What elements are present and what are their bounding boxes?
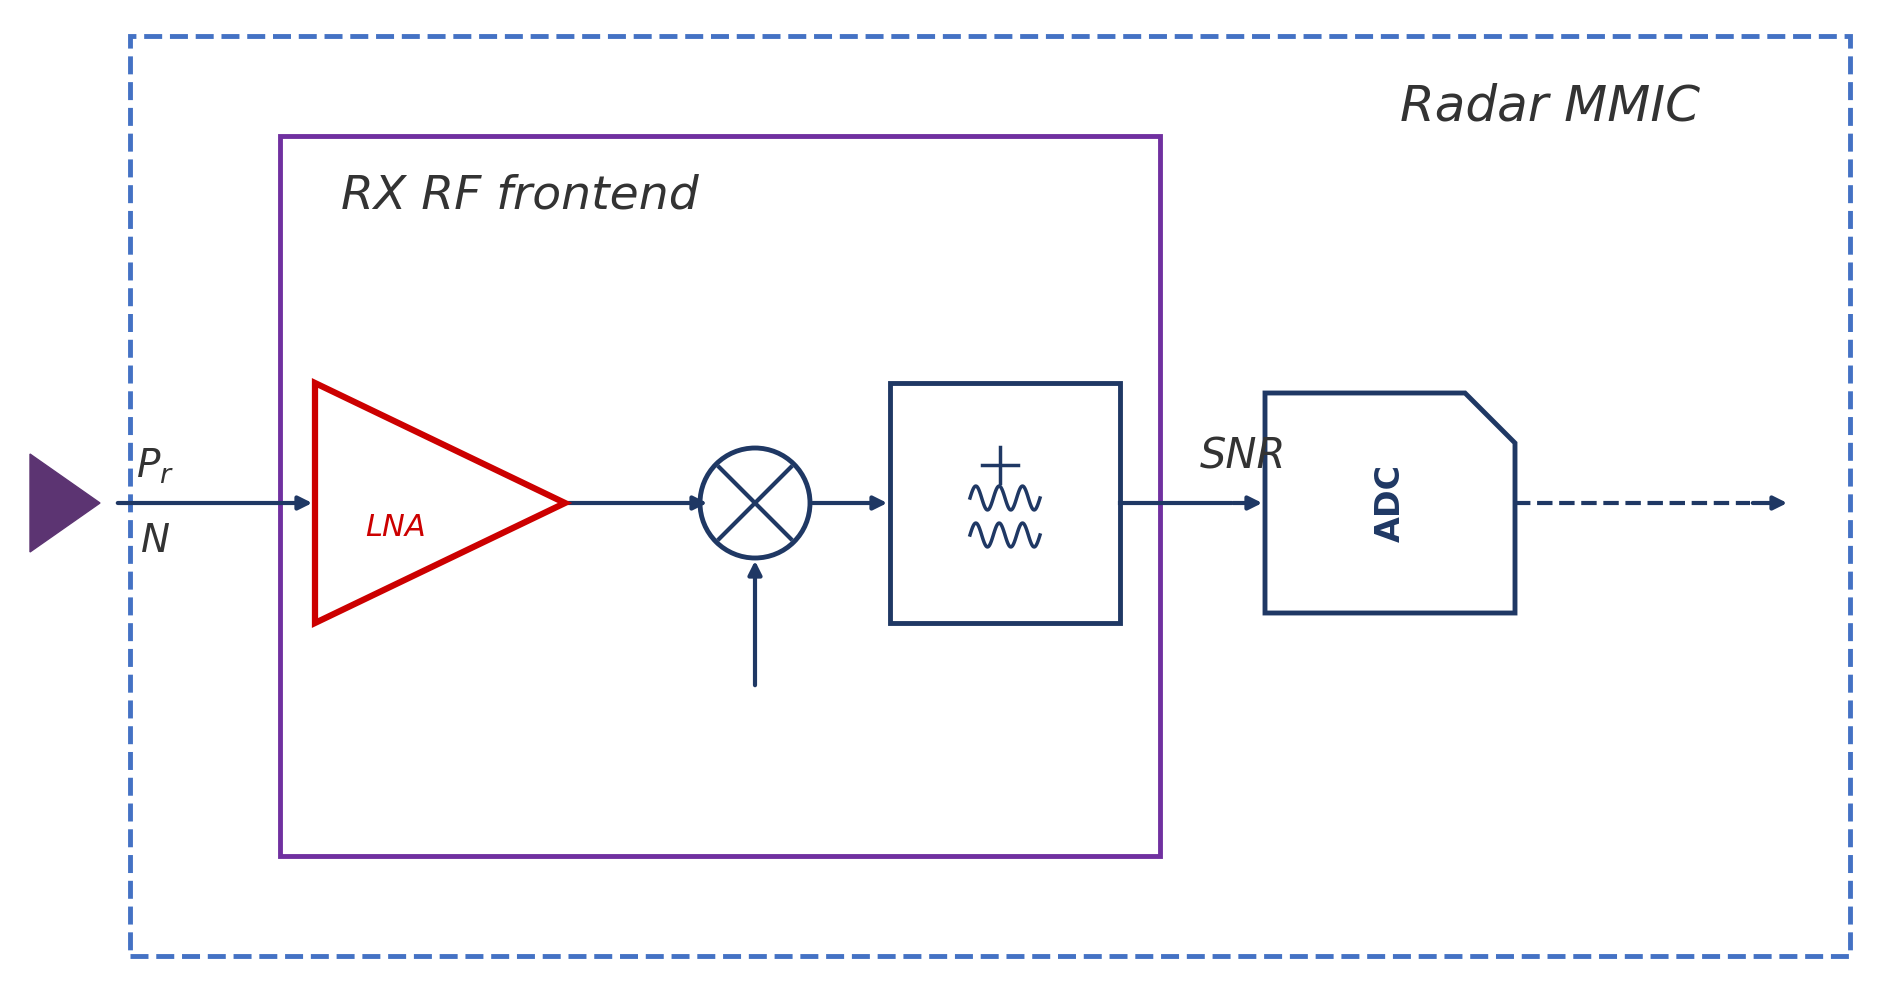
Text: SNR: SNR xyxy=(1200,435,1286,477)
Polygon shape xyxy=(30,454,100,552)
Text: $N$: $N$ xyxy=(140,522,170,560)
Text: $P_r$: $P_r$ xyxy=(136,447,174,486)
Text: ADC: ADC xyxy=(1373,464,1407,542)
Text: RX RF frontend: RX RF frontend xyxy=(342,173,699,218)
Text: Radar MMIC: Radar MMIC xyxy=(1400,82,1700,130)
Text: LNA: LNA xyxy=(365,513,425,542)
